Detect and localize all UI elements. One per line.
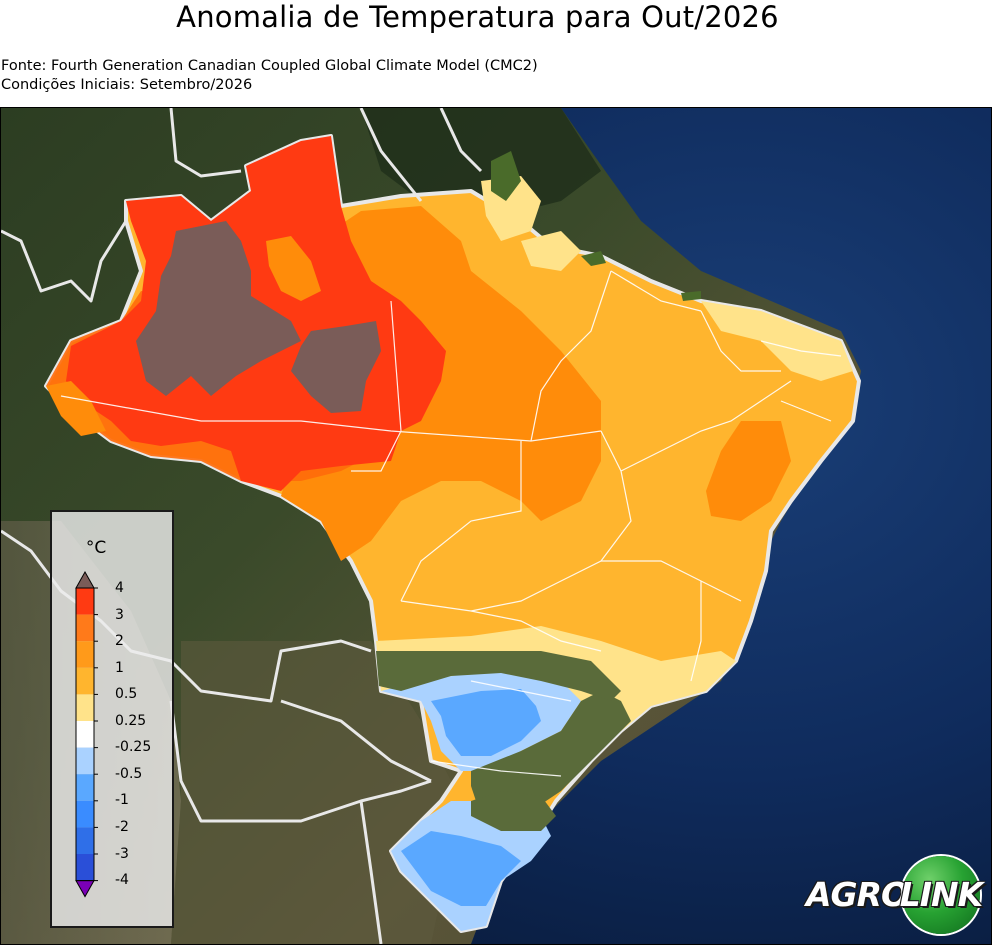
map-title: Anomalia de Temperatura para Out/2026	[176, 0, 779, 34]
legend-band-neg-0.25-0.5	[76, 747, 94, 775]
legend-tick-label: 3	[115, 607, 124, 623]
zone-neutral-amapa	[491, 151, 521, 201]
legend-below-neg-4-arrow	[75, 880, 95, 898]
zone-0.25-0.5-northeast	[701, 301, 853, 381]
zone-above-4-west	[136, 221, 301, 396]
legend-tick-label: -1	[115, 792, 129, 808]
legend-unit: °C	[85, 538, 107, 558]
legend-tick-label: -2	[115, 819, 129, 835]
state-borders	[60, 270, 842, 777]
logo-text-link: LINK	[899, 875, 984, 914]
legend-band-1-2	[76, 641, 94, 668]
zone-neutral-maranhao	[581, 251, 606, 266]
legend-tick-label: -0.25	[115, 739, 152, 755]
legend-tick-label: -0.5	[115, 766, 143, 782]
legend-tick-label: 2	[115, 633, 124, 649]
legend-band-neutral	[76, 721, 94, 748]
source-subtitle: Fonte: Fourth Generation Canadian Couple…	[1, 58, 538, 74]
zone-neg-0.5-1-rs	[401, 831, 521, 906]
zone-1-2-bahia	[706, 421, 791, 521]
legend-band-neg-3-4	[76, 854, 94, 881]
zone-neutral-green-south	[471, 691, 631, 816]
legend-band-neg-2-3	[76, 827, 94, 854]
agrolink-logo: AGRO LINK	[806, 855, 986, 935]
zone-neg-0.5-1-south	[431, 689, 541, 756]
zone-0.25-0.5-maranhao	[521, 231, 581, 271]
legend-tick-label: -3	[115, 846, 129, 862]
legend-tick-label: 1	[115, 660, 124, 676]
zone-2-3-north-patch	[266, 236, 321, 301]
legend: °C 4 3 2	[50, 510, 174, 928]
legend-band-3-4	[76, 588, 94, 615]
legend-band-0.5-1	[76, 667, 94, 695]
legend-tick-label: 4	[115, 580, 124, 596]
zone-2-3-west-tip	[46, 381, 106, 436]
zone-above-4-east	[291, 321, 381, 413]
legend-tick-label: -4	[115, 872, 129, 888]
zone-neutral-green-rs	[471, 791, 556, 831]
legend-tick-label: 0.5	[115, 686, 138, 702]
legend-band-0.25-0.5	[76, 694, 94, 721]
legend-band-neg-0.5-1	[76, 774, 94, 801]
legend-colorbar	[75, 570, 98, 898]
chaco-region	[171, 641, 461, 944]
initial-conditions-subtitle: Condições Iniciais: Setembro/2026	[1, 77, 253, 93]
legend-above-4-arrow	[75, 570, 95, 589]
legend-band-2-3	[76, 614, 94, 642]
zone-neutral-green-sp	[376, 651, 621, 701]
guianas-forest	[361, 108, 601, 211]
logo-text-agro: AGRO	[806, 875, 909, 914]
legend-tick-label: 0.25	[115, 713, 147, 729]
legend-band-neg-1-2	[76, 800, 94, 828]
legend-ticks	[94, 587, 98, 882]
logo-green-circle	[902, 856, 980, 934]
zone-neutral-ceara	[681, 291, 701, 301]
